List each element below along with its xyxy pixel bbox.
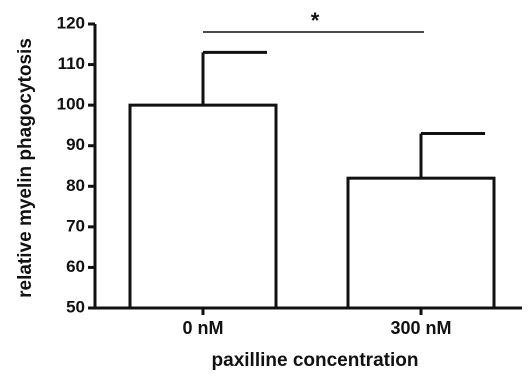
bar [128, 103, 278, 310]
y-tick-label: 60 [66, 257, 85, 276]
y-tick-label: 50 [66, 297, 85, 316]
y-tick-label: 100 [57, 95, 85, 114]
x-category-labels: 0 nM 300 nM [182, 308, 452, 338]
bar [346, 176, 496, 310]
x-axis-title: paxilline concentration [212, 350, 419, 371]
x-tick-label: 300 nM [390, 318, 451, 338]
y-tick-label: 110 [58, 54, 85, 73]
y-tick-label: 80 [66, 176, 85, 195]
y-tick-label: 120 [57, 13, 85, 32]
x-tick-label: 0 nM [182, 318, 223, 338]
y-tick-label: 70 [66, 216, 85, 235]
error-bars [201, 50, 485, 179]
y-tick-label: 90 [66, 135, 85, 154]
significance-label: * [311, 8, 320, 33]
y-ticks: 50 60 70 80 90 100 110 120 [57, 13, 95, 316]
y-axis-title: relative myelin phagocytosis [15, 38, 36, 298]
bars [128, 103, 496, 310]
